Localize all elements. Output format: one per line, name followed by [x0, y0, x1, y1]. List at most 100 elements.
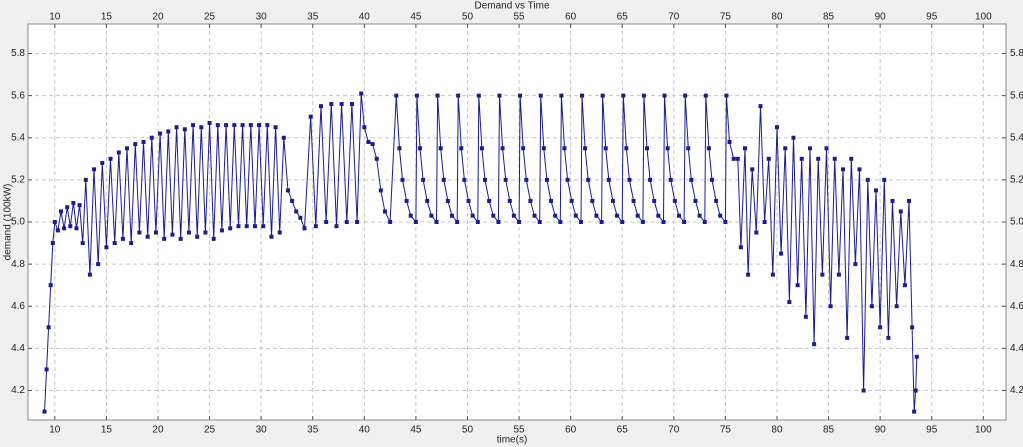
data-point: [648, 177, 653, 182]
data-point: [853, 262, 858, 267]
data-point: [215, 123, 220, 128]
data-point: [42, 409, 47, 414]
data-point: [779, 251, 784, 256]
data-point: [727, 139, 732, 144]
data-point: [874, 188, 879, 193]
data-point: [714, 198, 719, 203]
data-point: [120, 236, 125, 241]
data-point: [573, 213, 578, 218]
data-point: [762, 220, 767, 224]
chart-title: Demand vs Time: [474, 1, 549, 12]
data-point: [421, 177, 426, 182]
data-point: [418, 146, 423, 151]
data-point: [324, 220, 329, 224]
data-point: [112, 241, 117, 246]
data-point: [886, 335, 891, 340]
data-point: [344, 220, 349, 224]
data-point: [170, 232, 175, 237]
data-point: [429, 213, 434, 218]
x-tick-label: 80: [771, 425, 783, 436]
data-point: [620, 220, 625, 224]
x-tick-label: 95: [926, 425, 938, 436]
data-point: [689, 177, 694, 182]
data-point: [795, 283, 800, 288]
data-point: [836, 272, 841, 277]
data-point: [308, 114, 313, 119]
data-point: [394, 93, 399, 98]
data-point: [662, 93, 667, 98]
data-point: [269, 234, 274, 239]
data-point: [83, 177, 88, 182]
data-point: [462, 177, 467, 182]
data-point: [803, 314, 808, 319]
data-point: [503, 177, 508, 182]
x-axis-label: time(s): [497, 435, 528, 446]
data-point: [182, 127, 187, 132]
x-tick-label-top: 45: [410, 12, 422, 23]
data-point: [774, 125, 779, 130]
data-point: [359, 91, 364, 96]
x-tick-label-top: 95: [926, 12, 938, 23]
y-tick-label: 4.6: [11, 301, 25, 312]
data-point: [388, 220, 393, 224]
data-point: [898, 209, 903, 214]
data-point: [450, 213, 455, 218]
data-point: [339, 102, 344, 107]
data-point: [46, 325, 51, 330]
data-point: [703, 93, 708, 98]
data-point: [397, 146, 402, 151]
data-point: [579, 93, 584, 98]
data-point: [195, 234, 200, 239]
data-point: [207, 121, 212, 125]
x-tick-label: 20: [152, 425, 164, 436]
data-point: [507, 198, 512, 203]
data-point: [816, 156, 821, 161]
y-tick-label: 5.8: [11, 48, 25, 59]
data-point: [624, 146, 629, 151]
data-point: [487, 198, 492, 203]
data-point: [224, 123, 229, 128]
data-point: [709, 177, 714, 182]
data-point: [414, 93, 419, 98]
data-point: [824, 146, 829, 151]
y-tick-label-right: 4.4: [1010, 343, 1023, 354]
data-point: [766, 156, 771, 161]
data-point: [537, 220, 542, 224]
data-point: [252, 224, 257, 229]
data-point: [382, 209, 387, 214]
data-point: [228, 226, 233, 231]
data-point: [538, 93, 543, 98]
data-point: [133, 142, 138, 147]
data-point: [479, 146, 484, 151]
data-point: [59, 209, 64, 214]
data-point: [191, 123, 196, 128]
data-point: [820, 272, 825, 277]
data-point: [517, 220, 522, 224]
data-point: [52, 220, 57, 224]
data-point: [68, 224, 73, 229]
x-tick-label: 25: [204, 425, 216, 436]
data-point: [362, 125, 367, 130]
x-tick-label-top: 60: [565, 12, 577, 23]
data-point: [746, 272, 751, 277]
data-point: [80, 241, 85, 246]
data-point: [370, 142, 375, 147]
data-point: [50, 241, 55, 246]
data-point: [627, 177, 632, 182]
data-point: [754, 230, 759, 235]
data-point: [125, 146, 130, 151]
data-point: [248, 123, 253, 128]
data-point: [569, 198, 574, 203]
data-point: [544, 177, 549, 182]
data-point: [77, 203, 82, 208]
x-tick-label-top: 10: [49, 12, 61, 23]
data-point: [890, 198, 895, 203]
data-point: [799, 156, 804, 161]
x-tick-label-top: 85: [823, 12, 835, 23]
data-point: [425, 198, 430, 203]
data-point: [845, 335, 850, 340]
data-point: [265, 123, 270, 128]
y-tick-label: 5.4: [11, 132, 25, 143]
data-point: [697, 213, 702, 218]
